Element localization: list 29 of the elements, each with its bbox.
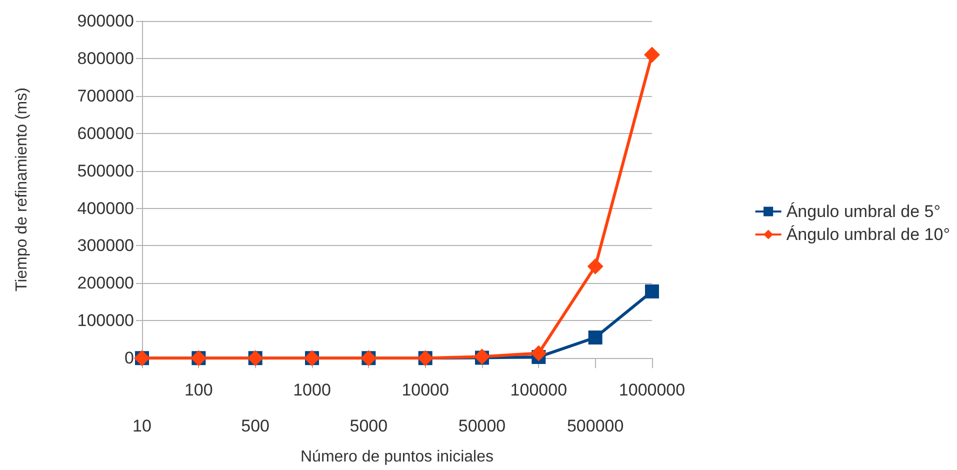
y-tick-label: 700000 [77,86,134,106]
x-tick-label: 10000 [402,380,449,400]
y-tick-label: 100000 [77,311,134,330]
point [530,345,547,362]
y-tick-label: 400000 [77,198,134,218]
x-tick-label: 100 [184,380,213,400]
y-tick-label: 600000 [77,124,134,143]
x-tick-label: 1000000 [618,380,686,400]
point [644,46,660,63]
legend-label: Ángulo umbral de 10° [786,225,950,244]
x-tick-label: 1000 [293,380,331,400]
x-tick-label: 10 [132,416,152,436]
x-axis-title: Número de puntos iniciales [300,448,494,466]
y-tick-label: 0 [124,348,134,368]
x-tick-label: 5000 [350,416,388,436]
y-tick-label: 500000 [77,161,134,180]
y-tick-label: 900000 [77,12,134,30]
y-tick-label: 300000 [77,236,134,256]
x-tick-label: 500000 [566,416,624,436]
x-tick-label: 500 [241,416,270,436]
y-tick-label: 800000 [77,48,134,68]
y-axis-title: Tiempo de refinamiento (ms) [14,88,30,292]
x-tick-label: 100000 [510,380,568,400]
point [587,258,604,274]
point [645,284,659,298]
x-tick-label: 50000 [458,416,506,436]
legend-label: Ángulo umbral de 5° [786,202,941,221]
point [588,330,602,344]
y-tick-label: 200000 [77,274,134,293]
